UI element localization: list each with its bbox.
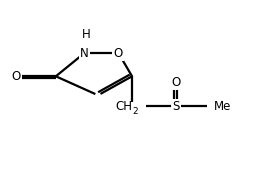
Text: O: O — [171, 76, 180, 89]
Text: CH: CH — [115, 100, 132, 113]
Text: Me: Me — [214, 100, 231, 113]
Text: O: O — [12, 70, 21, 83]
Text: O: O — [114, 47, 123, 60]
Text: S: S — [172, 100, 179, 113]
Text: N: N — [80, 47, 89, 60]
Text: H: H — [82, 29, 91, 41]
Text: 2: 2 — [133, 107, 138, 116]
